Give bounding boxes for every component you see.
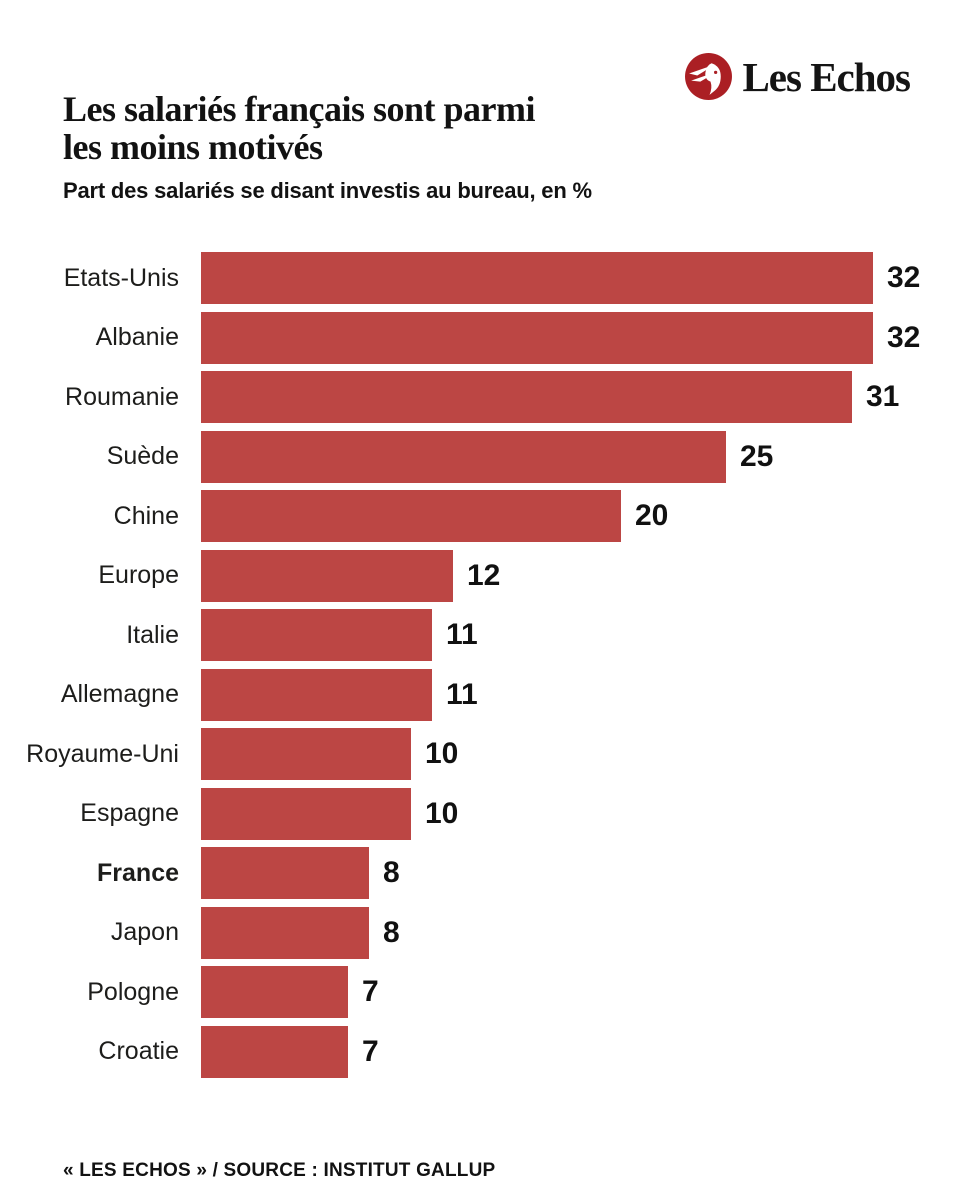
bar	[201, 728, 411, 780]
bar-area: 7	[201, 1025, 960, 1078]
bar-area: 7	[201, 966, 960, 1018]
category-label: Europe	[98, 561, 179, 589]
title-line-1: Les salariés français sont parmi	[63, 89, 535, 129]
category-label: Royaume-Uni	[26, 739, 179, 768]
bar	[201, 966, 348, 1018]
category-label: Suède	[106, 442, 179, 470]
value-label: 32	[887, 261, 921, 294]
bar-row: Italie 11	[0, 609, 960, 661]
les-echos-logotype: Les Echos	[742, 53, 911, 100]
value-label: 10	[425, 737, 459, 770]
bar-row: Pologne 7	[0, 966, 960, 1018]
bar-row: Japon 8	[0, 906, 960, 959]
bar	[201, 549, 453, 602]
category-label: Pologne	[87, 977, 179, 1006]
bar	[201, 1025, 348, 1078]
category-label: France	[97, 858, 179, 887]
bar-row: Suède 25	[0, 430, 960, 483]
category-label: Etats-Unis	[63, 263, 179, 292]
bar-row: Espagne 10	[0, 787, 960, 840]
bar-area: 31	[201, 371, 960, 423]
category-label: Japon	[110, 918, 179, 946]
value-label: 32	[887, 320, 921, 354]
category-label: Chine	[113, 501, 179, 530]
bar-row: France 8	[0, 847, 960, 899]
bar	[201, 311, 873, 364]
category-label: Allemagne	[60, 680, 179, 708]
value-label: 20	[635, 499, 669, 532]
bar-area: 12	[201, 549, 960, 602]
value-label: 8	[383, 915, 400, 949]
source-line: « LES ECHOS » / SOURCE : INSTITUT GALLUP	[63, 1160, 496, 1181]
bar	[201, 668, 432, 721]
les-echos-logo: Les Echos	[684, 52, 911, 101]
bar-area: 32	[201, 252, 960, 304]
bar-area: 11	[201, 609, 960, 661]
chart-subtitle: Part des salariés se disant investis au …	[63, 178, 592, 203]
bar	[201, 609, 432, 661]
value-label: 11	[446, 618, 478, 651]
bar-area: 10	[201, 787, 960, 840]
bar-row: Allemagne 11	[0, 668, 960, 721]
bar-row: Royaume-Uni 10	[0, 728, 960, 780]
category-label: Roumanie	[65, 382, 179, 411]
category-label: Espagne	[80, 799, 179, 827]
bar-row: Roumanie 31	[0, 371, 960, 423]
bar	[201, 847, 369, 899]
bar-area: 25	[201, 430, 960, 483]
les-echos-medallion-icon	[685, 53, 733, 100]
category-label: Italie	[126, 620, 179, 649]
bar	[201, 430, 726, 483]
bar-area: 20	[201, 490, 960, 542]
bar-chart: Etats-Unis 32 Albanie 32 Roumanie 31 Suède 25 Ch…	[0, 252, 960, 1078]
category-label: Albanie	[95, 323, 179, 351]
value-label: 31	[866, 380, 900, 413]
value-label: 10	[425, 796, 459, 830]
bar-row: Croatie 7	[0, 1025, 960, 1078]
value-label: 7	[362, 975, 379, 1008]
bar-row: Etats-Unis 32	[0, 252, 960, 304]
bar	[201, 490, 621, 542]
bar-row: Chine 20	[0, 490, 960, 542]
category-label: Croatie	[98, 1037, 179, 1065]
page-title: Les salariés français sont parmi les moin…	[63, 90, 535, 166]
bar	[201, 252, 873, 304]
bar-area: 8	[201, 906, 960, 959]
bar-area: 11	[201, 668, 960, 721]
bar-area: 8	[201, 847, 960, 899]
bar-area: 10	[201, 728, 960, 780]
value-label: 7	[362, 1034, 379, 1068]
bar	[201, 371, 852, 423]
value-label: 12	[467, 558, 501, 592]
bar	[201, 906, 369, 959]
bar-area: 32	[201, 311, 960, 364]
bar-row: Albanie 32	[0, 311, 960, 364]
bar	[201, 787, 411, 840]
value-label: 11	[446, 677, 478, 711]
value-label: 25	[740, 439, 774, 473]
value-label: 8	[383, 856, 400, 889]
title-line-2: les moins motivés	[63, 127, 323, 167]
bar-row: Europe 12	[0, 549, 960, 602]
